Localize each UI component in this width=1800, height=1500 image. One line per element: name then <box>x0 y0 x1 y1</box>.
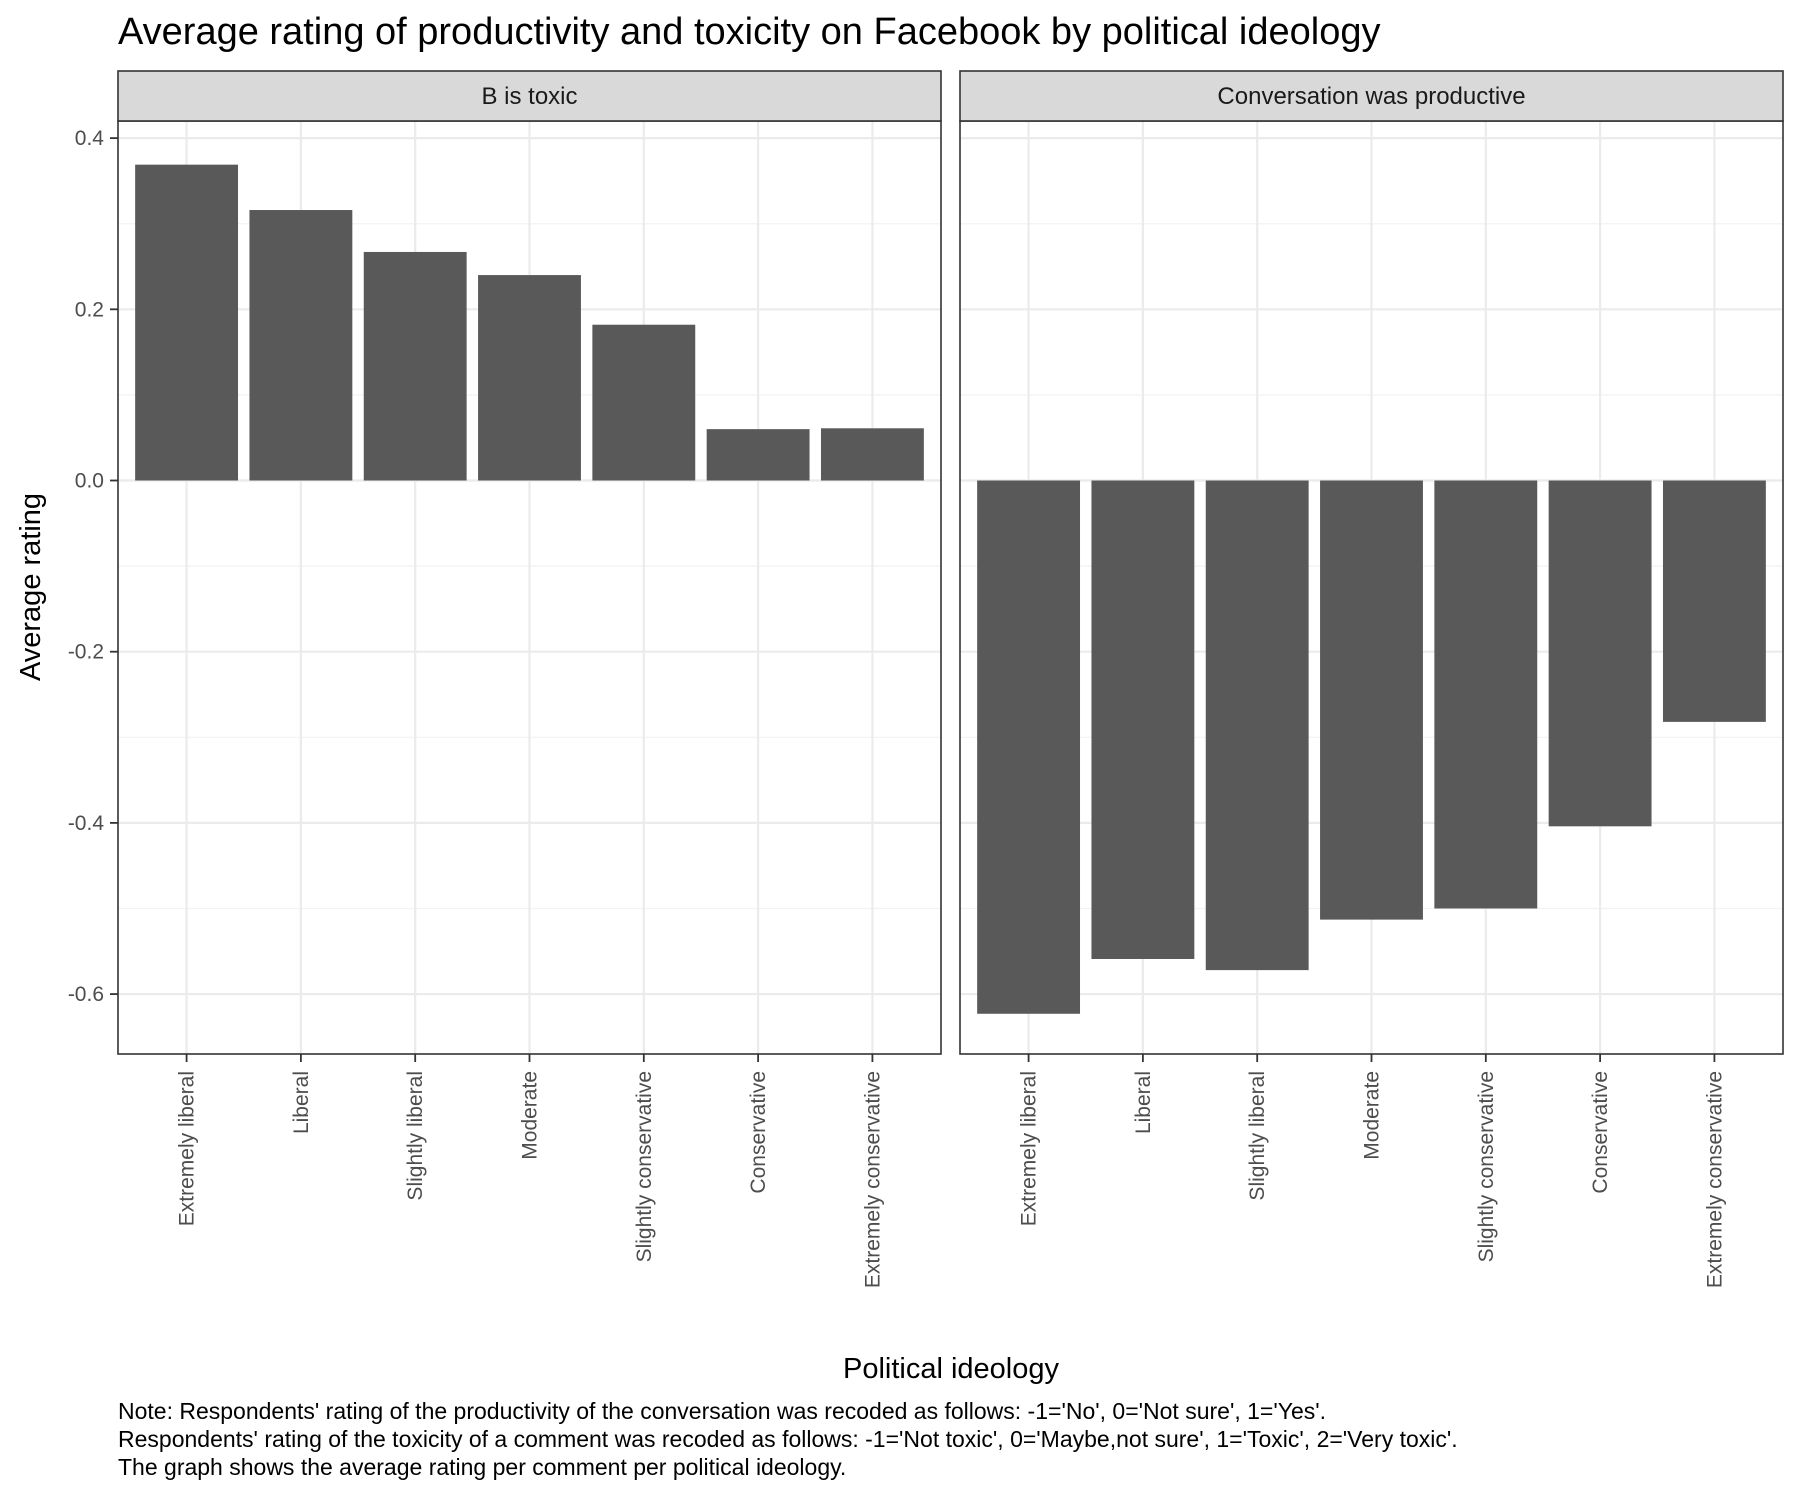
facet-strip <box>959 70 1784 122</box>
x-tick-label: Moderate <box>519 1071 542 1160</box>
x-axis-title: Political ideology <box>843 1353 1060 1385</box>
facet-strip-label: B is toxic <box>481 83 577 110</box>
x-tick-label: Extremely liberal <box>1018 1071 1041 1226</box>
x-tick-label: Conservative <box>1589 1071 1612 1194</box>
bar-1-1 <box>135 164 239 481</box>
bar-2-7 <box>1662 480 1766 722</box>
chart-title: Average rating of productivity and toxic… <box>118 11 1380 53</box>
x-tick-label: Extremely conservative <box>1703 1071 1726 1288</box>
bar-2-1 <box>977 480 1081 1014</box>
x-tick-label: Slightly liberal <box>1246 1071 1269 1201</box>
facet-strip-label: Conversation was productive <box>1217 83 1525 110</box>
panel-2: Conversation was productive Extremely lib… <box>959 70 1784 1288</box>
bar-1-7 <box>820 428 924 481</box>
y-axis-title: Average rating <box>15 493 47 681</box>
bar-1-4 <box>478 275 581 481</box>
x-tick-label: Liberal <box>1132 1071 1155 1134</box>
x-tick-label: Moderate <box>1361 1071 1384 1160</box>
x-tick-label: Conservative <box>747 1071 770 1194</box>
note-line-1: Note: Respondents' rating of the product… <box>118 1398 1326 1424</box>
x-tick-label: Extremely conservative <box>861 1071 884 1288</box>
bar-2-5 <box>1434 480 1538 909</box>
x-tick-label: Slightly liberal <box>404 1071 427 1201</box>
y-tick-label: -0.2 <box>68 641 104 664</box>
y-tick-label: -0.6 <box>68 983 104 1006</box>
bar-1-2 <box>249 210 353 481</box>
panel-1: B is toxic Extremely liberal Liberal Slight… <box>117 70 942 1288</box>
y-tick-label: -0.4 <box>68 812 105 835</box>
y-tick-label: 0.2 <box>75 298 104 321</box>
x-tick-label: Liberal <box>290 1071 313 1134</box>
note-line-3: The graph shows the average rating per c… <box>118 1454 846 1480</box>
bar-2-3 <box>1205 480 1309 971</box>
y-tick-label: 0.0 <box>75 470 104 493</box>
facet-strip <box>117 70 942 122</box>
bar-1-3 <box>363 251 467 481</box>
bar-2-2 <box>1091 480 1195 959</box>
panels-layer: B is toxic Extremely liberal Liberal Slight… <box>117 70 1784 1288</box>
x-tick-label: Extremely liberal <box>176 1071 199 1226</box>
bar-1-5 <box>592 324 696 481</box>
bar-2-4 <box>1320 480 1423 920</box>
bar-1-6 <box>706 429 810 481</box>
y-tick-label: 0.4 <box>75 127 105 150</box>
x-tick-label: Slightly conservative <box>1475 1071 1498 1262</box>
bar-2-6 <box>1548 480 1652 827</box>
x-tick-label: Slightly conservative <box>633 1071 656 1262</box>
note-line-2: Respondents' rating of the toxicity of a… <box>118 1426 1458 1452</box>
y-axis: 0.4 0.2 0.0 -0.2 -0.4 -0.6 <box>68 127 118 1006</box>
